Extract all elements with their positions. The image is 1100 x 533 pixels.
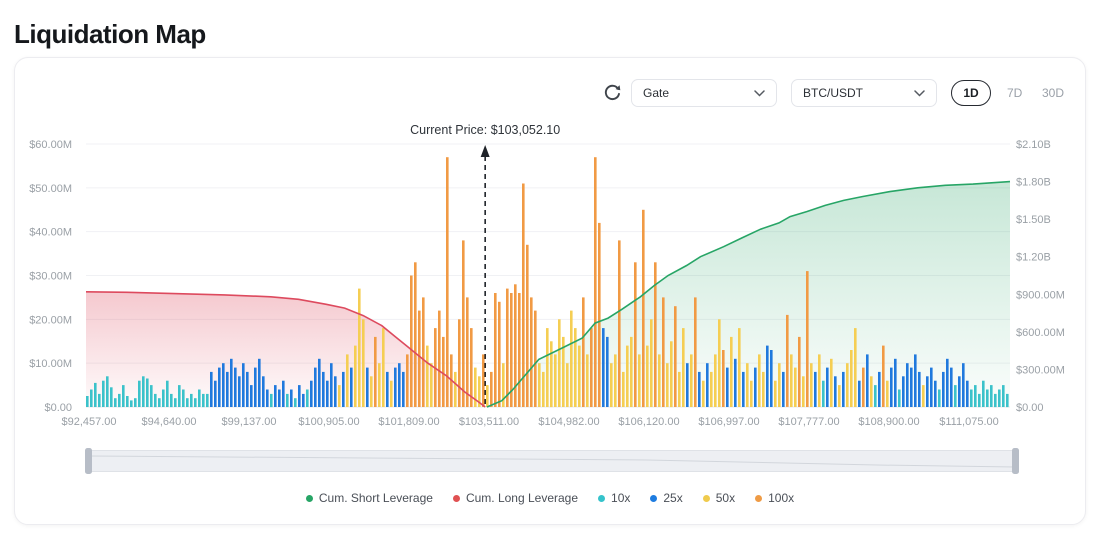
exchange-select-value: Gate: [643, 86, 670, 100]
svg-text:$600.00M: $600.00M: [1016, 327, 1065, 339]
svg-text:$30.00M: $30.00M: [29, 271, 72, 283]
svg-text:$104,982.00: $104,982.00: [538, 416, 599, 428]
svg-text:$101,809.00: $101,809.00: [378, 416, 439, 428]
svg-text:$0.00: $0.00: [44, 402, 72, 414]
legend-item-10x[interactable]: 10x: [598, 491, 630, 505]
svg-text:$92,457.00: $92,457.00: [61, 416, 116, 428]
svg-text:$60.00M: $60.00M: [29, 139, 72, 151]
range-button-1d[interactable]: 1D: [951, 80, 991, 106]
svg-text:$20.00M: $20.00M: [29, 314, 72, 326]
svg-text:$900.00M: $900.00M: [1016, 289, 1065, 301]
legend-dot-green: [305, 494, 313, 502]
slider-handle-right[interactable]: [1012, 448, 1019, 474]
legend-item-50x[interactable]: 50x: [702, 491, 735, 505]
svg-text:$94,640.00: $94,640.00: [141, 416, 196, 428]
svg-text:$100,905.00: $100,905.00: [298, 416, 359, 428]
liquidation-chart[interactable]: $0.00 $10.00M $20.00M $30.00M $40.00M $50.00M…: [15, 116, 1085, 436]
slider-handle-left[interactable]: [85, 448, 92, 474]
svg-text:$2.10B: $2.10B: [1016, 139, 1051, 151]
current-price-label: Current Price: $103,052.10: [410, 123, 560, 137]
legend-dot-orange: [755, 494, 763, 502]
legend-dot-blue: [650, 494, 658, 502]
legend-item-25x[interactable]: 25x: [650, 491, 683, 505]
refresh-icon: [604, 84, 621, 100]
chevron-down-icon: [914, 89, 925, 97]
svg-text:$300.00M: $300.00M: [1016, 364, 1065, 376]
slider-minimap: [88, 455, 1016, 468]
chart-legend: Cum. Short Leverage Cum. Long Leverage 1…: [15, 491, 1085, 505]
current-price-marker: Current Price: $103,052.10: [410, 123, 560, 407]
svg-text:$1.50B: $1.50B: [1016, 214, 1051, 226]
refresh-button[interactable]: [600, 81, 624, 105]
liquidation-bars: [86, 157, 1009, 408]
legend-item-100x[interactable]: 100x: [755, 491, 794, 505]
legend-item-cum-long[interactable]: Cum. Long Leverage: [452, 491, 578, 505]
chart-zoom-slider[interactable]: [85, 448, 1019, 474]
liquidation-map-card: Gate BTC/USDT 1D 7D 30D $0.00 $10.00M $20.…: [14, 57, 1086, 525]
cumulative-lines: [85, 180, 1011, 408]
cumulative-areas: [86, 181, 1010, 407]
legend-dot-teal: [598, 494, 606, 502]
svg-text:$1.80B: $1.80B: [1016, 177, 1051, 189]
svg-text:$106,120.00: $106,120.00: [618, 416, 679, 428]
svg-text:$106,997.00: $106,997.00: [698, 416, 759, 428]
legend-dot-red: [452, 494, 460, 502]
pair-select-value: BTC/USDT: [803, 86, 863, 100]
chevron-down-icon: [754, 89, 765, 97]
exchange-select[interactable]: Gate: [631, 79, 777, 107]
svg-text:$0.00: $0.00: [1016, 402, 1044, 414]
svg-text:$108,900.00: $108,900.00: [858, 416, 919, 428]
svg-text:$50.00M: $50.00M: [29, 183, 72, 195]
svg-text:$111,075.00: $111,075.00: [939, 416, 999, 428]
svg-text:$99,137.00: $99,137.00: [221, 416, 276, 428]
range-button-30d[interactable]: 30D: [1036, 80, 1070, 106]
svg-text:$107,777.00: $107,777.00: [778, 416, 839, 428]
pair-select[interactable]: BTC/USDT: [791, 79, 937, 107]
legend-dot-yellow: [702, 494, 710, 502]
svg-text:$10.00M: $10.00M: [29, 358, 72, 370]
svg-text:$103,511.00: $103,511.00: [459, 416, 519, 428]
svg-text:$1.20B: $1.20B: [1016, 252, 1051, 264]
legend-item-cum-short[interactable]: Cum. Short Leverage: [305, 491, 433, 505]
range-button-7d[interactable]: 7D: [1001, 80, 1028, 106]
page-title: Liquidation Map: [14, 19, 206, 50]
svg-text:$40.00M: $40.00M: [29, 227, 72, 239]
